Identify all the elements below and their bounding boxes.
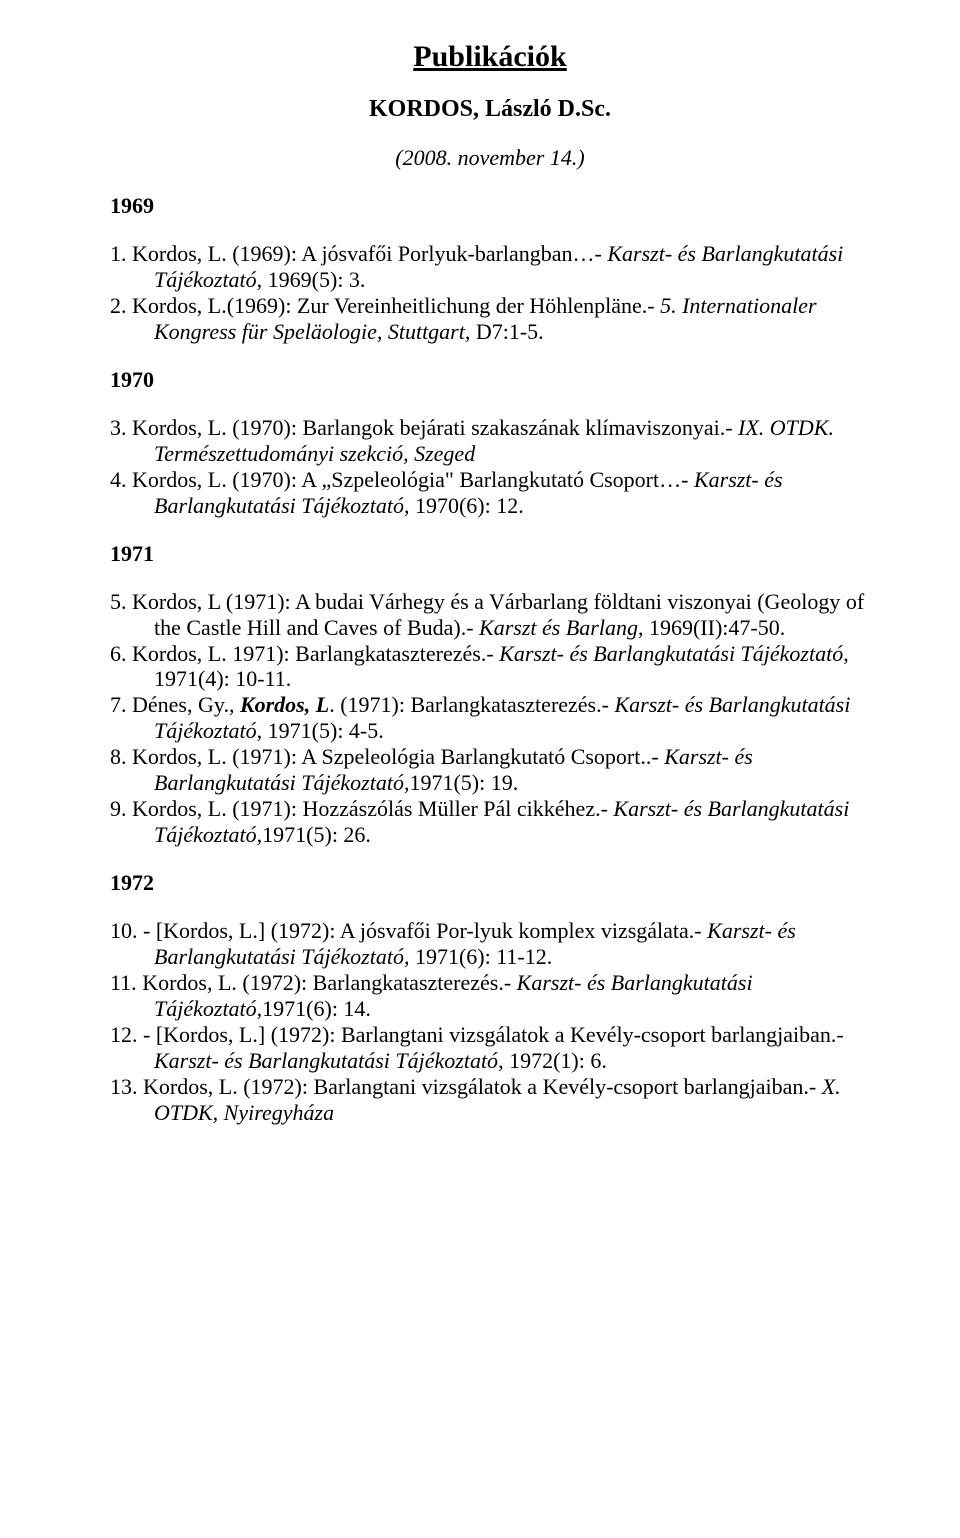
entry-number: 12. [110,1022,138,1047]
bibliography-entry: 2. Kordos, L.(1969): Zur Vereinheitlichu… [110,293,870,345]
year-heading: 1972 [110,870,870,896]
entry-text: , 1969(II):47-50. [638,615,785,640]
bibliography-entry: 6. Kordos, L. 1971): Barlangkataszterezé… [110,641,870,693]
entry-text: Kordos, L. 1971): Barlangkataszterezés.- [127,641,500,666]
entry-text: , 1970(6): 12. [404,493,524,518]
entry-text: Kordos, L. (1971): A Szpeleológia Barlan… [127,744,665,769]
bibliography-entry: 8. Kordos, L. (1971): A Szpeleológia Bar… [110,744,870,796]
entry-text: . (1971): Barlangkataszterezés.- [329,692,614,717]
entry-text: , 1972(1): 6. [498,1048,607,1073]
bibliography-entry: 3. Kordos, L. (1970): Barlangok bejárati… [110,415,870,467]
entry-number: 7. [110,692,127,717]
entry-number: 2. [110,293,127,318]
entry-author-emphasis: Kordos, L [240,692,329,717]
entry-text: 1971(6): 14. [262,996,371,1021]
entry-text: Kordos, L. (1972): Barlangtani vizsgálat… [138,1074,822,1099]
bibliography-entry: 7. Dénes, Gy., Kordos, L. (1971): Barlan… [110,692,870,744]
entry-number: 6. [110,641,127,666]
entry-number: 1. [110,241,127,266]
entry-text: - [Kordos, L.] (1972): A jósvafői Por-ly… [138,918,708,943]
page-title: Publikációk [110,40,870,74]
date-line: (2008. november 14.) [110,145,870,171]
entry-text: Kordos, L. (1969): A jósvafői Porlyuk-ba… [127,241,608,266]
entry-number: 11. [110,970,137,995]
year-heading: 1970 [110,367,870,393]
entry-source-italic: Karszt és Barlang [479,615,638,640]
entry-number: 10. [110,918,138,943]
entry-text: Kordos, L. (1970): A „Szpeleológia" Barl… [127,467,694,492]
bibliography-entry: 10. - [Kordos, L.] (1972): A jósvafői Po… [110,918,870,970]
entry-source-italic: Karszt- és Barlangkutatási Tájékoztató [154,1048,498,1073]
bibliography-entry: 9. Kordos, L. (1971): Hozzászólás Müller… [110,796,870,848]
entry-text: , 1969(5): 3. [257,267,366,292]
entry-text: , 1971(5): 4-5. [257,718,384,743]
entry-number: 9. [110,796,127,821]
year-heading: 1969 [110,193,870,219]
entry-number: 5. [110,589,127,614]
entry-text: 1971(5): 19. [409,770,518,795]
entry-text: Kordos, L. (1971): Hozzászólás Müller Pá… [127,796,614,821]
entry-source-italic: Karszt- és Barlangkutatási Tájékoztató [499,641,843,666]
entry-text: 1971(5): 26. [262,822,371,847]
bibliography-entry: 1. Kordos, L. (1969): A jósvafői Porlyuk… [110,241,870,293]
bibliography-entry: 11. Kordos, L. (1972): Barlangkatasztere… [110,970,870,1022]
entry-text: Dénes, Gy., [127,692,240,717]
entry-text: - [Kordos, L.] (1972): Barlangtani vizsg… [138,1022,844,1047]
bibliography-entry: 12. - [Kordos, L.] (1972): Barlangtani v… [110,1022,870,1074]
entry-number: 13. [110,1074,138,1099]
entry-number: 8. [110,744,127,769]
entry-text: , D7:1-5. [465,319,544,344]
bibliography-entry: 5. Kordos, L (1971): A budai Várhegy és … [110,589,870,641]
bibliography-entry: 4. Kordos, L. (1970): A „Szpeleológia" B… [110,467,870,519]
bibliography-entry: 13. Kordos, L. (1972): Barlangtani vizsg… [110,1074,870,1126]
entry-number: 4. [110,467,127,492]
entry-number: 3. [110,415,127,440]
entry-text: Kordos, L.(1969): Zur Vereinheitlichung … [127,293,661,318]
author-line: KORDOS, László D.Sc. [110,96,870,123]
entry-text: , 1971(6): 11-12. [404,944,552,969]
year-heading: 1971 [110,541,870,567]
entry-text: Kordos, L. (1972): Barlangkataszterezés.… [137,970,517,995]
entry-text: Kordos, L. (1970): Barlangok bejárati sz… [127,415,739,440]
